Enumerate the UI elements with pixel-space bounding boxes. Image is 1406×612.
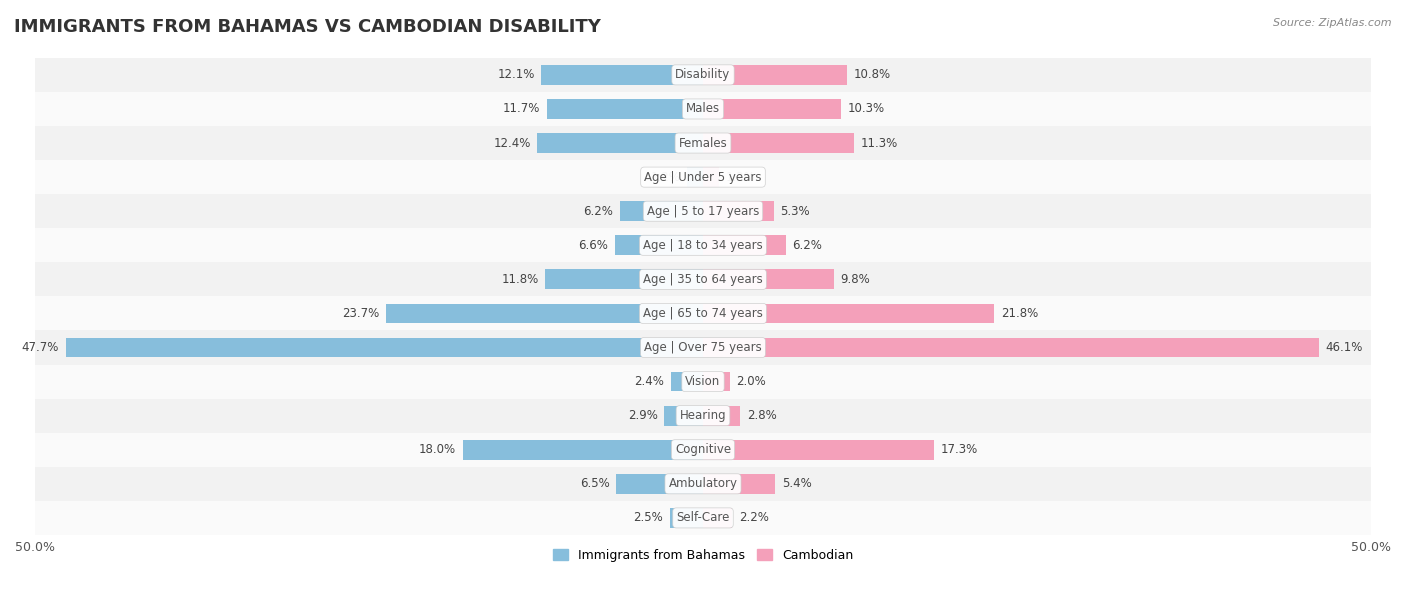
- Text: 9.8%: 9.8%: [841, 273, 870, 286]
- Text: Age | 5 to 17 years: Age | 5 to 17 years: [647, 204, 759, 218]
- Text: 6.2%: 6.2%: [793, 239, 823, 252]
- Text: 5.3%: 5.3%: [780, 204, 810, 218]
- Bar: [35, 58, 1371, 92]
- Text: Source: ZipAtlas.com: Source: ZipAtlas.com: [1274, 18, 1392, 28]
- Text: 23.7%: 23.7%: [343, 307, 380, 320]
- Text: IMMIGRANTS FROM BAHAMAS VS CAMBODIAN DISABILITY: IMMIGRANTS FROM BAHAMAS VS CAMBODIAN DIS…: [14, 18, 600, 36]
- Text: 11.3%: 11.3%: [860, 136, 898, 149]
- Text: 5.4%: 5.4%: [782, 477, 811, 490]
- Bar: [546, 269, 703, 289]
- Bar: [66, 338, 703, 357]
- Legend: Immigrants from Bahamas, Cambodian: Immigrants from Bahamas, Cambodian: [547, 544, 859, 567]
- Bar: [669, 508, 703, 528]
- Bar: [35, 501, 1371, 535]
- Text: 10.8%: 10.8%: [853, 69, 891, 81]
- Text: Self-Care: Self-Care: [676, 512, 730, 524]
- Text: Age | Over 75 years: Age | Over 75 years: [644, 341, 762, 354]
- Text: 21.8%: 21.8%: [1001, 307, 1038, 320]
- Text: Males: Males: [686, 102, 720, 116]
- Bar: [35, 330, 1371, 365]
- Text: 18.0%: 18.0%: [419, 443, 456, 457]
- Text: Females: Females: [679, 136, 727, 149]
- Text: 47.7%: 47.7%: [21, 341, 59, 354]
- Text: Age | 18 to 34 years: Age | 18 to 34 years: [643, 239, 763, 252]
- Text: 12.1%: 12.1%: [498, 69, 534, 81]
- Bar: [547, 99, 703, 119]
- Text: 6.5%: 6.5%: [579, 477, 609, 490]
- Bar: [35, 467, 1371, 501]
- Bar: [664, 406, 703, 425]
- Text: 2.5%: 2.5%: [633, 512, 662, 524]
- Bar: [703, 338, 1319, 357]
- Text: Vision: Vision: [685, 375, 721, 388]
- Text: Age | Under 5 years: Age | Under 5 years: [644, 171, 762, 184]
- Text: 1.2%: 1.2%: [725, 171, 755, 184]
- Text: 11.8%: 11.8%: [502, 273, 538, 286]
- Bar: [35, 433, 1371, 467]
- Bar: [35, 160, 1371, 194]
- Text: Hearing: Hearing: [679, 409, 727, 422]
- Text: Disability: Disability: [675, 69, 731, 81]
- Bar: [35, 398, 1371, 433]
- Bar: [688, 167, 703, 187]
- Bar: [35, 263, 1371, 296]
- Bar: [537, 133, 703, 153]
- Text: 11.7%: 11.7%: [502, 102, 540, 116]
- Text: 6.2%: 6.2%: [583, 204, 613, 218]
- Text: Cognitive: Cognitive: [675, 443, 731, 457]
- Bar: [387, 304, 703, 323]
- Bar: [35, 228, 1371, 263]
- Text: Age | 35 to 64 years: Age | 35 to 64 years: [643, 273, 763, 286]
- Bar: [703, 133, 853, 153]
- Text: 1.2%: 1.2%: [651, 171, 681, 184]
- Text: 2.4%: 2.4%: [634, 375, 664, 388]
- Text: Age | 65 to 74 years: Age | 65 to 74 years: [643, 307, 763, 320]
- Bar: [35, 194, 1371, 228]
- Bar: [703, 99, 841, 119]
- Text: 12.4%: 12.4%: [494, 136, 530, 149]
- Bar: [703, 474, 775, 494]
- Bar: [614, 236, 703, 255]
- Bar: [703, 269, 834, 289]
- Bar: [671, 371, 703, 392]
- Text: 2.8%: 2.8%: [747, 409, 778, 422]
- Text: 17.3%: 17.3%: [941, 443, 979, 457]
- Bar: [703, 304, 994, 323]
- Bar: [620, 201, 703, 221]
- Text: 6.6%: 6.6%: [578, 239, 609, 252]
- Bar: [703, 167, 718, 187]
- Bar: [703, 508, 733, 528]
- Text: 10.3%: 10.3%: [848, 102, 884, 116]
- Bar: [703, 371, 730, 392]
- Bar: [703, 201, 773, 221]
- Text: 2.9%: 2.9%: [627, 409, 658, 422]
- Bar: [703, 406, 741, 425]
- Text: 46.1%: 46.1%: [1326, 341, 1362, 354]
- Bar: [541, 65, 703, 85]
- Text: 2.2%: 2.2%: [740, 512, 769, 524]
- Bar: [35, 92, 1371, 126]
- Bar: [703, 65, 848, 85]
- Bar: [703, 236, 786, 255]
- Bar: [35, 126, 1371, 160]
- Text: 2.0%: 2.0%: [737, 375, 766, 388]
- Bar: [703, 440, 934, 460]
- Bar: [616, 474, 703, 494]
- Text: Ambulatory: Ambulatory: [668, 477, 738, 490]
- Bar: [35, 365, 1371, 398]
- Bar: [463, 440, 703, 460]
- Bar: [35, 296, 1371, 330]
